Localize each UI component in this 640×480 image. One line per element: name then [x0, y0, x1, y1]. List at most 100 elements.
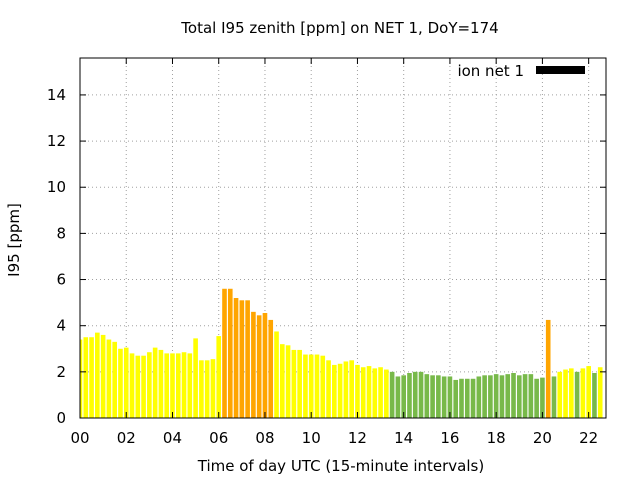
bar [418, 371, 424, 418]
bar [187, 353, 193, 418]
y-tick-label: 8 [56, 224, 66, 242]
bar [158, 349, 164, 418]
bar [112, 341, 117, 418]
bar [216, 336, 222, 418]
bar [464, 378, 470, 418]
bar [135, 355, 141, 418]
bar [337, 363, 343, 418]
bar [95, 332, 100, 418]
y-tick-labels: 0 2 4 6 8 10 12 14 [47, 86, 66, 427]
bar [251, 311, 256, 418]
bar [291, 349, 297, 418]
bar [551, 376, 557, 418]
bar [378, 367, 383, 418]
bar [303, 354, 308, 418]
bar [123, 347, 129, 418]
x-tick-label: 16 [440, 429, 459, 447]
bar [164, 353, 170, 418]
bar [326, 360, 331, 418]
bar [256, 315, 262, 418]
bar [395, 376, 401, 418]
bar [470, 378, 476, 418]
plot-frame [79, 57, 607, 419]
bar [89, 337, 94, 418]
bar [482, 375, 487, 418]
y-tick-label: 0 [56, 409, 66, 427]
bar [412, 371, 418, 418]
x-tick-label: 12 [348, 429, 367, 447]
bar [441, 376, 447, 418]
bar [181, 352, 187, 418]
y-tick-label: 12 [47, 132, 66, 150]
x-tick-label: 04 [163, 429, 182, 447]
bar [210, 359, 216, 418]
ticks [79, 58, 606, 419]
bar [424, 374, 430, 418]
bar [580, 368, 586, 418]
bar [505, 374, 511, 418]
bar [459, 378, 464, 418]
bar [592, 373, 597, 418]
x-tick-label: 08 [255, 429, 274, 447]
x-axis-label: Time of day UTC (15-minute intervals) [197, 457, 484, 475]
x-tick-label: 10 [302, 429, 321, 447]
bar [204, 360, 210, 418]
x-tick-label: 02 [117, 429, 136, 447]
x-tick-labels: 00 02 04 06 08 10 12 14 16 18 20 22 [70, 429, 598, 447]
bar [152, 347, 158, 418]
bar [493, 374, 499, 418]
y-tick-label: 10 [47, 178, 66, 196]
bar [147, 352, 152, 418]
bar [332, 364, 337, 418]
bar [355, 364, 360, 418]
bar [528, 374, 534, 418]
x-tick-label: 14 [394, 429, 413, 447]
bar [522, 374, 528, 418]
bar [545, 319, 551, 418]
legend-swatch [536, 66, 585, 74]
bar [193, 338, 198, 418]
x-tick-label: 06 [209, 429, 228, 447]
bar [430, 375, 435, 418]
bar [100, 334, 106, 418]
bar [511, 373, 516, 418]
bar [170, 353, 175, 418]
bar [569, 368, 574, 418]
bar [262, 313, 268, 418]
bar [297, 349, 302, 418]
bar [540, 377, 545, 418]
x-tick-label: 18 [487, 429, 506, 447]
x-tick-label: 00 [70, 429, 89, 447]
bar [106, 339, 112, 418]
bar [407, 373, 412, 418]
bar [384, 369, 389, 418]
bars [80, 288, 603, 418]
bar [499, 375, 505, 418]
bar [320, 355, 326, 418]
bar [557, 371, 563, 418]
bar [586, 366, 591, 418]
y-axis-label: I95 [ppm] [5, 203, 23, 277]
y-tick-label: 2 [56, 363, 66, 381]
bar [453, 379, 459, 418]
legend-label: ion net 1 [457, 62, 524, 80]
bar [597, 367, 603, 418]
y-tick-label: 14 [47, 86, 66, 104]
bar [389, 371, 395, 418]
bar [233, 298, 239, 418]
bar [268, 319, 274, 418]
bar [534, 378, 539, 418]
bar [227, 288, 233, 418]
bar [372, 368, 378, 418]
bar [447, 376, 453, 418]
y-tick-label: 6 [56, 271, 66, 289]
bar [574, 371, 580, 418]
bar [401, 375, 406, 418]
bar [436, 375, 441, 418]
bar [314, 354, 320, 418]
bar [285, 345, 291, 418]
y-tick-label: 4 [56, 317, 66, 335]
bar [80, 339, 83, 418]
bar [516, 375, 522, 418]
